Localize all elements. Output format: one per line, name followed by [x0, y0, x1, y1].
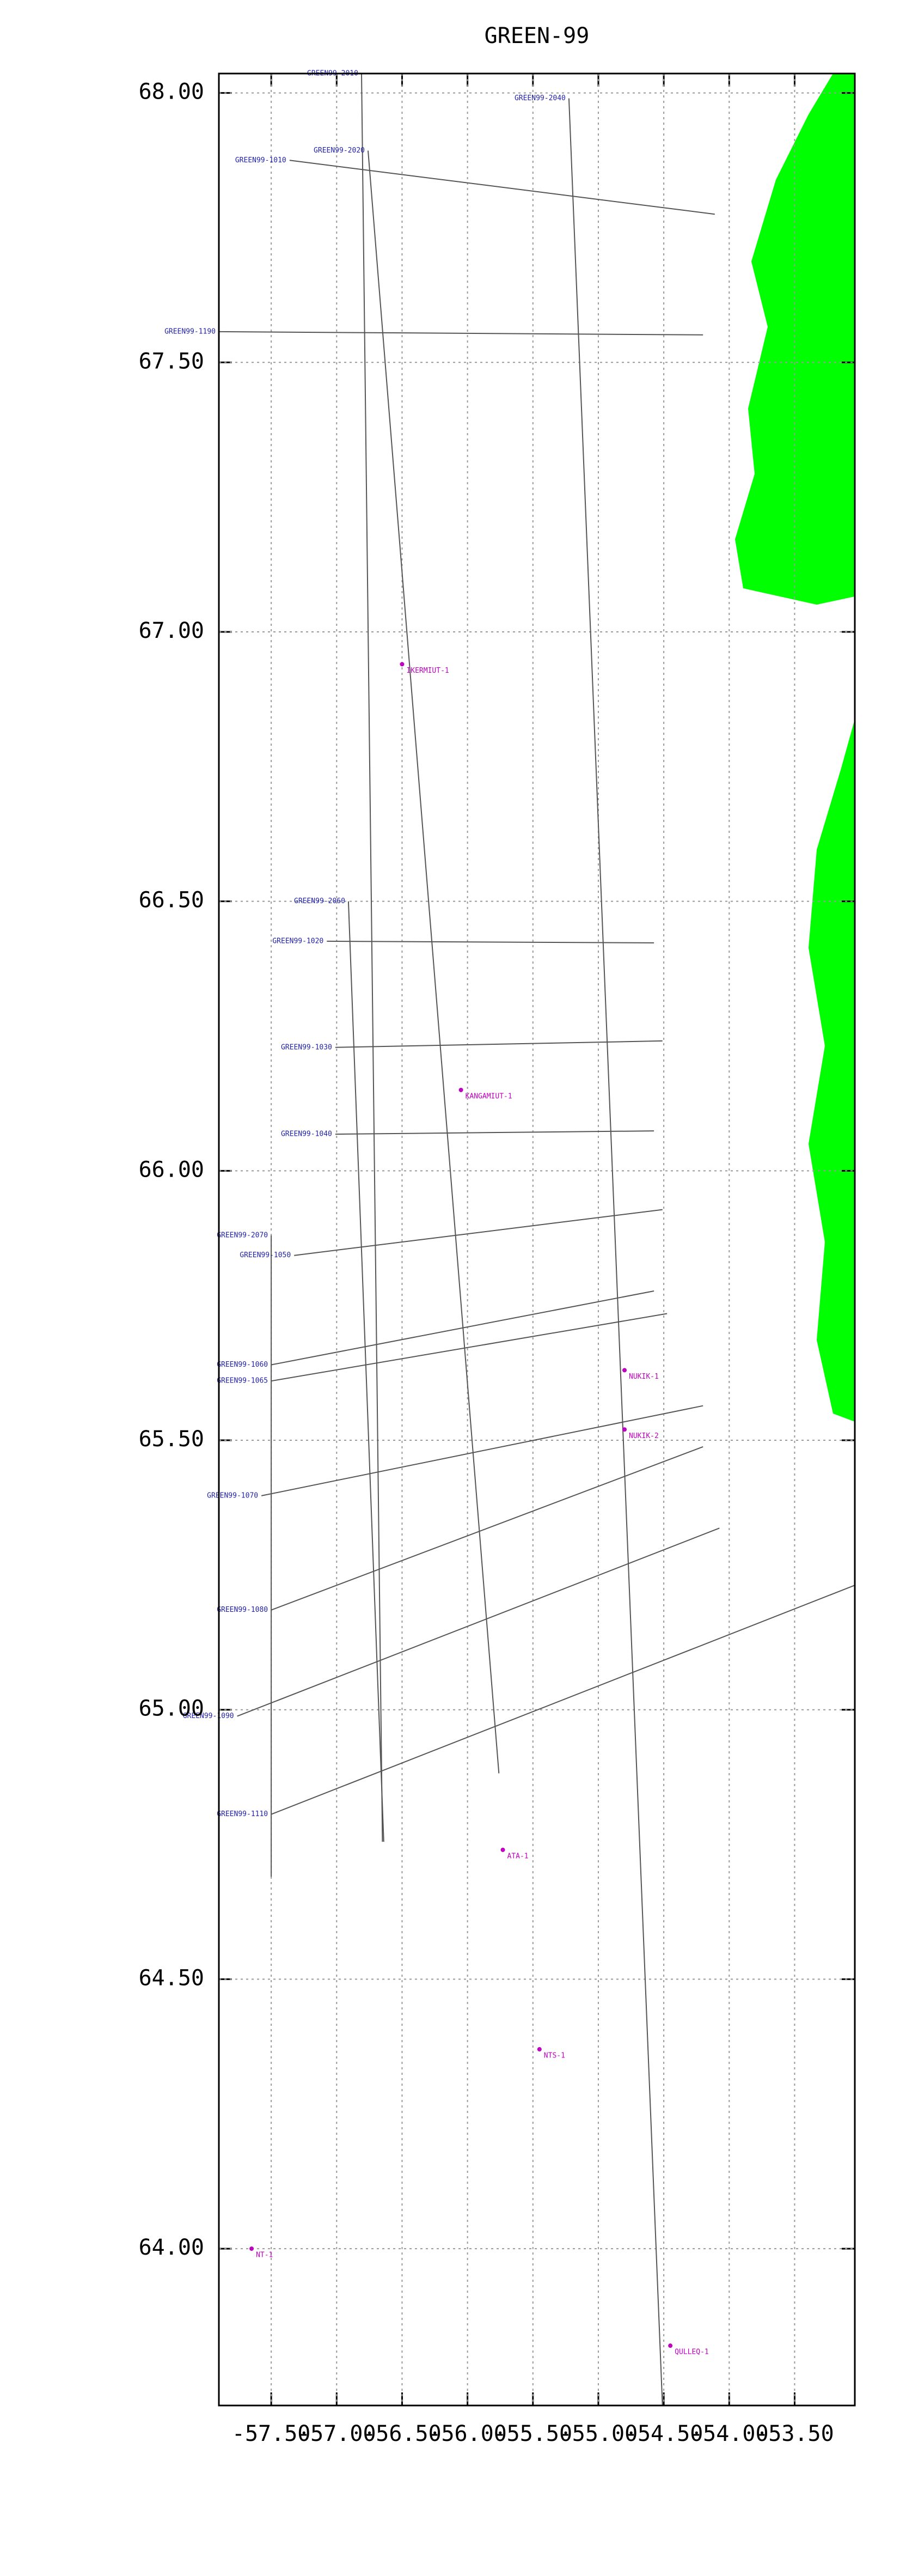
y-tick-label: 67.00	[139, 618, 204, 643]
well	[668, 2343, 673, 2348]
y-tick-label: 67.50	[139, 349, 204, 374]
plot-frame	[218, 72, 856, 2407]
well-label: QULLEQ-1	[675, 2348, 709, 2356]
well	[249, 2246, 254, 2251]
land-south	[809, 719, 855, 1422]
survey-line	[368, 150, 500, 1774]
y-tick-label: 66.00	[139, 1157, 204, 1182]
well	[400, 662, 405, 667]
well-label: IKERMIUT-1	[406, 667, 449, 675]
survey-line	[261, 1405, 703, 1496]
line-label: GREEN99-1010	[235, 156, 286, 165]
line-label: GREEN99-2040	[515, 94, 566, 102]
survey-line	[568, 98, 663, 2406]
x-tick-label: -55.00	[559, 2421, 638, 2446]
line-label: GREEN99-1020	[272, 937, 323, 945]
y-tick-label: 65.00	[139, 1696, 204, 1721]
line-label: GREEN99-1060	[217, 1361, 268, 1369]
line-label: GREEN99-1090	[183, 1712, 234, 1720]
x-tick-label: -54.50	[625, 2421, 703, 2446]
land	[735, 74, 855, 1422]
line-label: GREEN99-1110	[217, 1810, 268, 1818]
line-label: GREEN99-1030	[281, 1043, 332, 1051]
x-tick-label: -55.50	[494, 2421, 573, 2446]
line-label: GREEN99-1050	[240, 1251, 291, 1259]
well	[500, 1847, 505, 1852]
x-tick-label: -53.50	[755, 2421, 834, 2446]
line-label: GREEN99-2070	[217, 1232, 268, 1240]
survey-line	[271, 1446, 703, 1611]
well	[458, 1087, 463, 1092]
survey-line	[335, 1040, 663, 1048]
well-label: KANGAMIUT-1	[466, 1092, 512, 1100]
survey-line	[335, 1130, 654, 1135]
survey-line	[327, 940, 654, 943]
line-label: GREEN99-1070	[207, 1491, 258, 1500]
well	[622, 1368, 627, 1373]
line-label: GREEN99-2020	[314, 147, 365, 155]
survey-line	[237, 1527, 720, 1717]
y-tick-label: 66.50	[139, 888, 204, 913]
chart-title: GREEN-99	[485, 23, 590, 48]
survey-line	[347, 901, 384, 1842]
y-tick-label: 64.00	[139, 2235, 204, 2260]
survey-line	[294, 1209, 663, 1256]
survey-lines: GREEN99-2010GREEN99-2040GREEN99-2020GREE…	[164, 70, 855, 2406]
survey-line	[271, 1290, 654, 1366]
x-tick-label: -54.00	[690, 2421, 769, 2446]
line-label: GREEN99-1065	[217, 1377, 268, 1385]
survey-line	[271, 1585, 855, 1815]
line-label: GREEN99-2060	[294, 897, 345, 905]
line-label: GREEN99-1040	[281, 1130, 332, 1138]
well-label: NUKIK-1	[629, 1373, 659, 1381]
y-tick-label: 65.50	[139, 1427, 204, 1452]
survey-line	[361, 73, 383, 1842]
land-north	[735, 74, 855, 605]
well-label: NUKIK-2	[629, 1432, 659, 1440]
well-label: NT-1	[256, 2251, 273, 2260]
line-label: GREEN99-1080	[217, 1606, 268, 1614]
x-tick-label: -57.00	[297, 2421, 376, 2446]
x-tick-label: -56.00	[428, 2421, 507, 2446]
x-tick-label: -57.50	[232, 2421, 311, 2446]
x-tick-label: -56.50	[363, 2421, 442, 2446]
well	[622, 1427, 627, 1432]
survey-line	[289, 160, 715, 215]
survey-line	[218, 331, 703, 336]
y-tick-label: 64.50	[139, 1965, 204, 1990]
line-label: GREEN99-1190	[164, 327, 216, 336]
well-label: ATA-1	[507, 1852, 529, 1860]
well-label: NTS-1	[544, 2052, 565, 2060]
well	[537, 2047, 542, 2052]
survey-line	[271, 1313, 668, 1382]
y-tick-label: 68.00	[139, 80, 204, 105]
